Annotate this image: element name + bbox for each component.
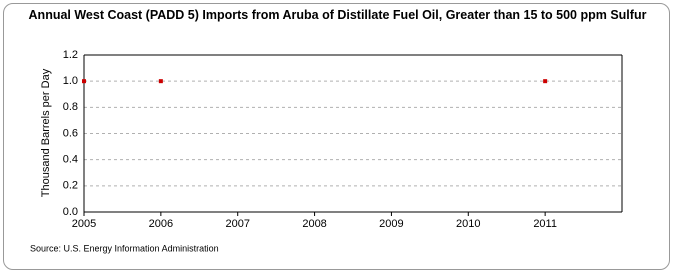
data-point xyxy=(543,79,548,84)
x-tick-label: 2006 xyxy=(149,218,173,230)
y-tick-label: 0.2 xyxy=(63,180,78,192)
data-point xyxy=(82,79,86,84)
x-tick-label: 2011 xyxy=(533,218,557,230)
chart-frame xyxy=(3,3,670,270)
x-tick-label: 2010 xyxy=(456,218,480,230)
x-tick-label: 2007 xyxy=(225,218,249,230)
source-note: Source: U.S. Energy Information Administ… xyxy=(30,243,219,253)
x-tick-label: 2009 xyxy=(379,218,403,230)
y-tick-label: 0.4 xyxy=(63,154,78,166)
y-tick-label: 1.2 xyxy=(63,49,78,61)
y-tick-label: 1.0 xyxy=(63,75,78,87)
x-tick-label: 2008 xyxy=(302,218,326,230)
y-tick-label: 0.8 xyxy=(63,101,78,113)
y-axis-label: Thousand Barrels per Day xyxy=(40,68,52,197)
y-tick-label: 0.0 xyxy=(63,206,78,218)
x-tick-label: 2005 xyxy=(72,218,96,230)
data-point xyxy=(158,79,163,84)
y-tick-label: 0.6 xyxy=(63,127,78,139)
chart-title: Annual West Coast (PADD 5) Imports from … xyxy=(28,8,647,22)
